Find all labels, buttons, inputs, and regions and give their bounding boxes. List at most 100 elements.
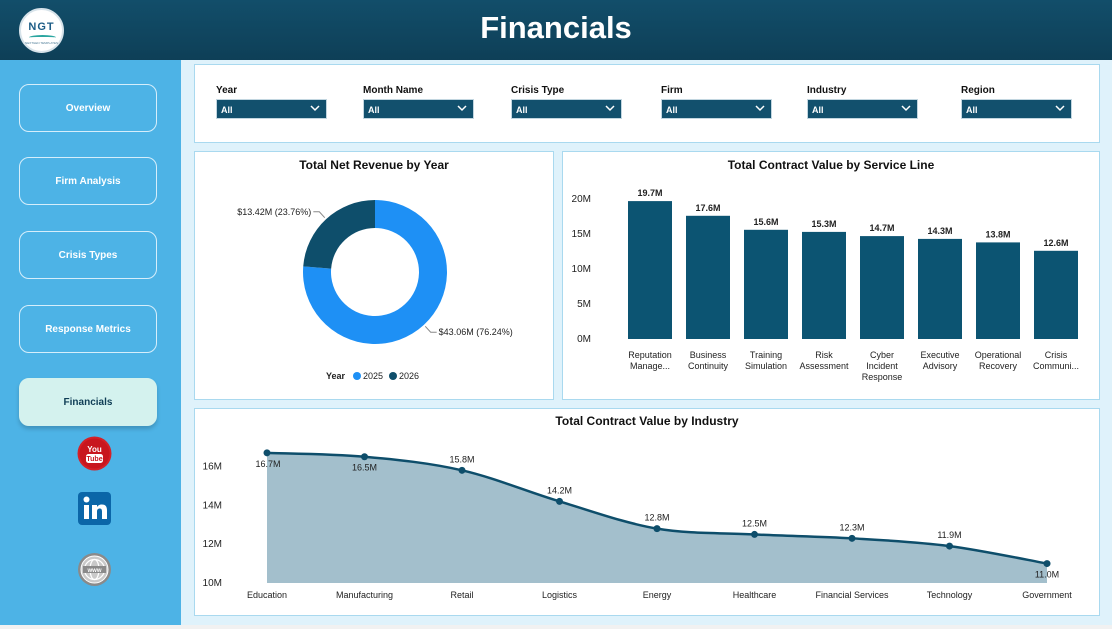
area-data-label: 12.3M <box>839 522 864 532</box>
industry-panel: Total Contract Value by Industry 10M 12M 1… <box>194 408 1100 616</box>
donut-slice-2025 <box>303 200 448 344</box>
x-tick-label: Simulation <box>745 361 787 371</box>
x-tick-label: Communi... <box>1033 361 1079 371</box>
chevron-down-icon <box>310 105 320 112</box>
area-data-label: 16.7M <box>255 459 280 469</box>
industry-title: Total Contract Value by Industry <box>555 414 739 428</box>
y-tick-label: 14M <box>203 500 222 511</box>
legend-marker-2025 <box>353 372 361 380</box>
donut-slice-2026 <box>303 200 375 269</box>
y-tick-label: 10M <box>572 264 591 275</box>
svg-text:Tube: Tube <box>86 456 102 463</box>
area-data-label: 16.5M <box>352 463 377 473</box>
bar-data-label: 14.7M <box>869 223 894 233</box>
logo-subtext: NEXTGEN TEMPLATES <box>25 41 58 45</box>
filter-crisis-type-select[interactable]: All <box>511 99 622 119</box>
page-title: Financials <box>480 10 632 45</box>
area-data-label: 12.5M <box>742 518 767 528</box>
logo-text: NGT <box>28 21 55 33</box>
bar-data-label: 15.3M <box>811 219 836 229</box>
filter-month-name: Month Name All <box>363 85 474 119</box>
filter-month-value: All <box>368 105 380 115</box>
x-tick-label: Logistics <box>542 590 578 600</box>
bar-data-label: 13.8M <box>985 229 1010 239</box>
filter-firm-label: Firm <box>661 85 683 96</box>
linkedin-icon[interactable] <box>78 491 111 526</box>
nav-financials-button[interactable]: Financials <box>19 378 157 426</box>
chevron-down-icon <box>457 105 467 112</box>
header-bar: NGT NEXTGEN TEMPLATES Financials <box>0 0 1112 60</box>
x-tick-label: Assessment <box>799 361 849 371</box>
filter-industry-label: Industry <box>807 85 847 96</box>
bar-5 <box>918 238 962 339</box>
svg-text:You: You <box>87 445 102 454</box>
y-tick-label: 15M <box>572 229 591 240</box>
donut-label-2026: $13.42M (23.76%) <box>237 207 311 217</box>
area-fill <box>267 452 1047 583</box>
main-content: Year All Month Name All Crisis Type All … <box>181 60 1112 625</box>
y-tick-label: 0M <box>577 334 591 345</box>
filter-industry-select[interactable]: All <box>807 99 918 119</box>
x-tick-label: Incident <box>866 361 898 371</box>
x-tick-label: Technology <box>927 590 973 600</box>
x-tick-label: Executive <box>920 350 959 360</box>
bar-3 <box>802 231 846 339</box>
net-revenue-title: Total Net Revenue by Year <box>299 158 449 172</box>
filter-region-label: Region <box>961 85 995 96</box>
y-tick-label: 5M <box>577 299 591 310</box>
area-point-5 <box>751 530 758 538</box>
bottom-bar <box>0 625 1112 629</box>
bar-0 <box>628 201 672 339</box>
filter-industry: Industry All <box>807 85 918 119</box>
legend-marker-2026 <box>389 372 397 380</box>
filter-year-value: All <box>221 105 233 115</box>
area-data-label: 15.8M <box>449 454 474 464</box>
area-data-label: 11.0M <box>1035 570 1059 580</box>
nav-overview-button[interactable]: Overview <box>19 84 157 132</box>
youtube-icon[interactable]: You Tube <box>77 436 112 471</box>
x-tick-label: Government <box>1022 590 1072 600</box>
net-revenue-donut-chart: $43.06M (76.24%) $13.42M (23.76%) Year 2025… <box>237 200 513 381</box>
x-tick-label: Manage... <box>630 361 670 371</box>
area-point-1 <box>361 453 368 461</box>
legend-label-2026: 2026 <box>399 371 419 381</box>
area-point-7 <box>946 542 953 550</box>
filter-industry-value: All <box>812 105 824 115</box>
filter-year: Year All <box>216 85 327 119</box>
area-data-label: 11.9M <box>937 530 961 540</box>
x-tick-label: Advisory <box>923 361 958 371</box>
filter-month-select[interactable]: All <box>363 99 474 119</box>
website-icon[interactable]: www <box>77 552 112 587</box>
bar-7 <box>1034 250 1078 339</box>
filter-firm-select[interactable]: All <box>661 99 772 119</box>
chevron-down-icon <box>901 105 911 112</box>
nav-crisis-types-button[interactable]: Crisis Types <box>19 231 157 279</box>
area-point-2 <box>458 466 466 474</box>
nav-response-metrics-button[interactable]: Response Metrics <box>19 305 157 353</box>
chevron-down-icon <box>1055 105 1065 112</box>
area-data-label: 12.8M <box>644 513 669 523</box>
y-tick-label: 20M <box>572 194 591 205</box>
x-tick-label: Continuity <box>688 361 729 371</box>
y-tick-label: 16M <box>203 461 222 472</box>
filter-firm-value: All <box>666 105 678 115</box>
area-point-8 <box>1043 560 1051 568</box>
filters-panel: Year All Month Name All Crisis Type All … <box>194 64 1100 143</box>
filter-year-select[interactable]: All <box>216 99 327 119</box>
donut-leader-2026 <box>313 211 326 219</box>
filter-region-select[interactable]: All <box>961 99 1072 119</box>
x-tick-label: Crisis <box>1045 350 1068 360</box>
x-tick-label: Reputation <box>628 350 672 360</box>
x-tick-label: Cyber <box>870 350 894 360</box>
chevron-down-icon <box>755 105 765 112</box>
bar-data-label: 17.6M <box>695 203 720 213</box>
nav-firm-analysis-button[interactable]: Firm Analysis <box>19 157 157 205</box>
bar-data-label: 19.7M <box>637 188 662 198</box>
bar-6 <box>976 242 1020 339</box>
x-tick-label: Response <box>862 372 903 382</box>
net-revenue-panel: Total Net Revenue by Year $43.06M (76.24… <box>194 151 554 400</box>
filter-region-value: All <box>966 105 978 115</box>
x-tick-label: Business <box>690 350 727 360</box>
x-tick-label: Recovery <box>979 361 1018 371</box>
